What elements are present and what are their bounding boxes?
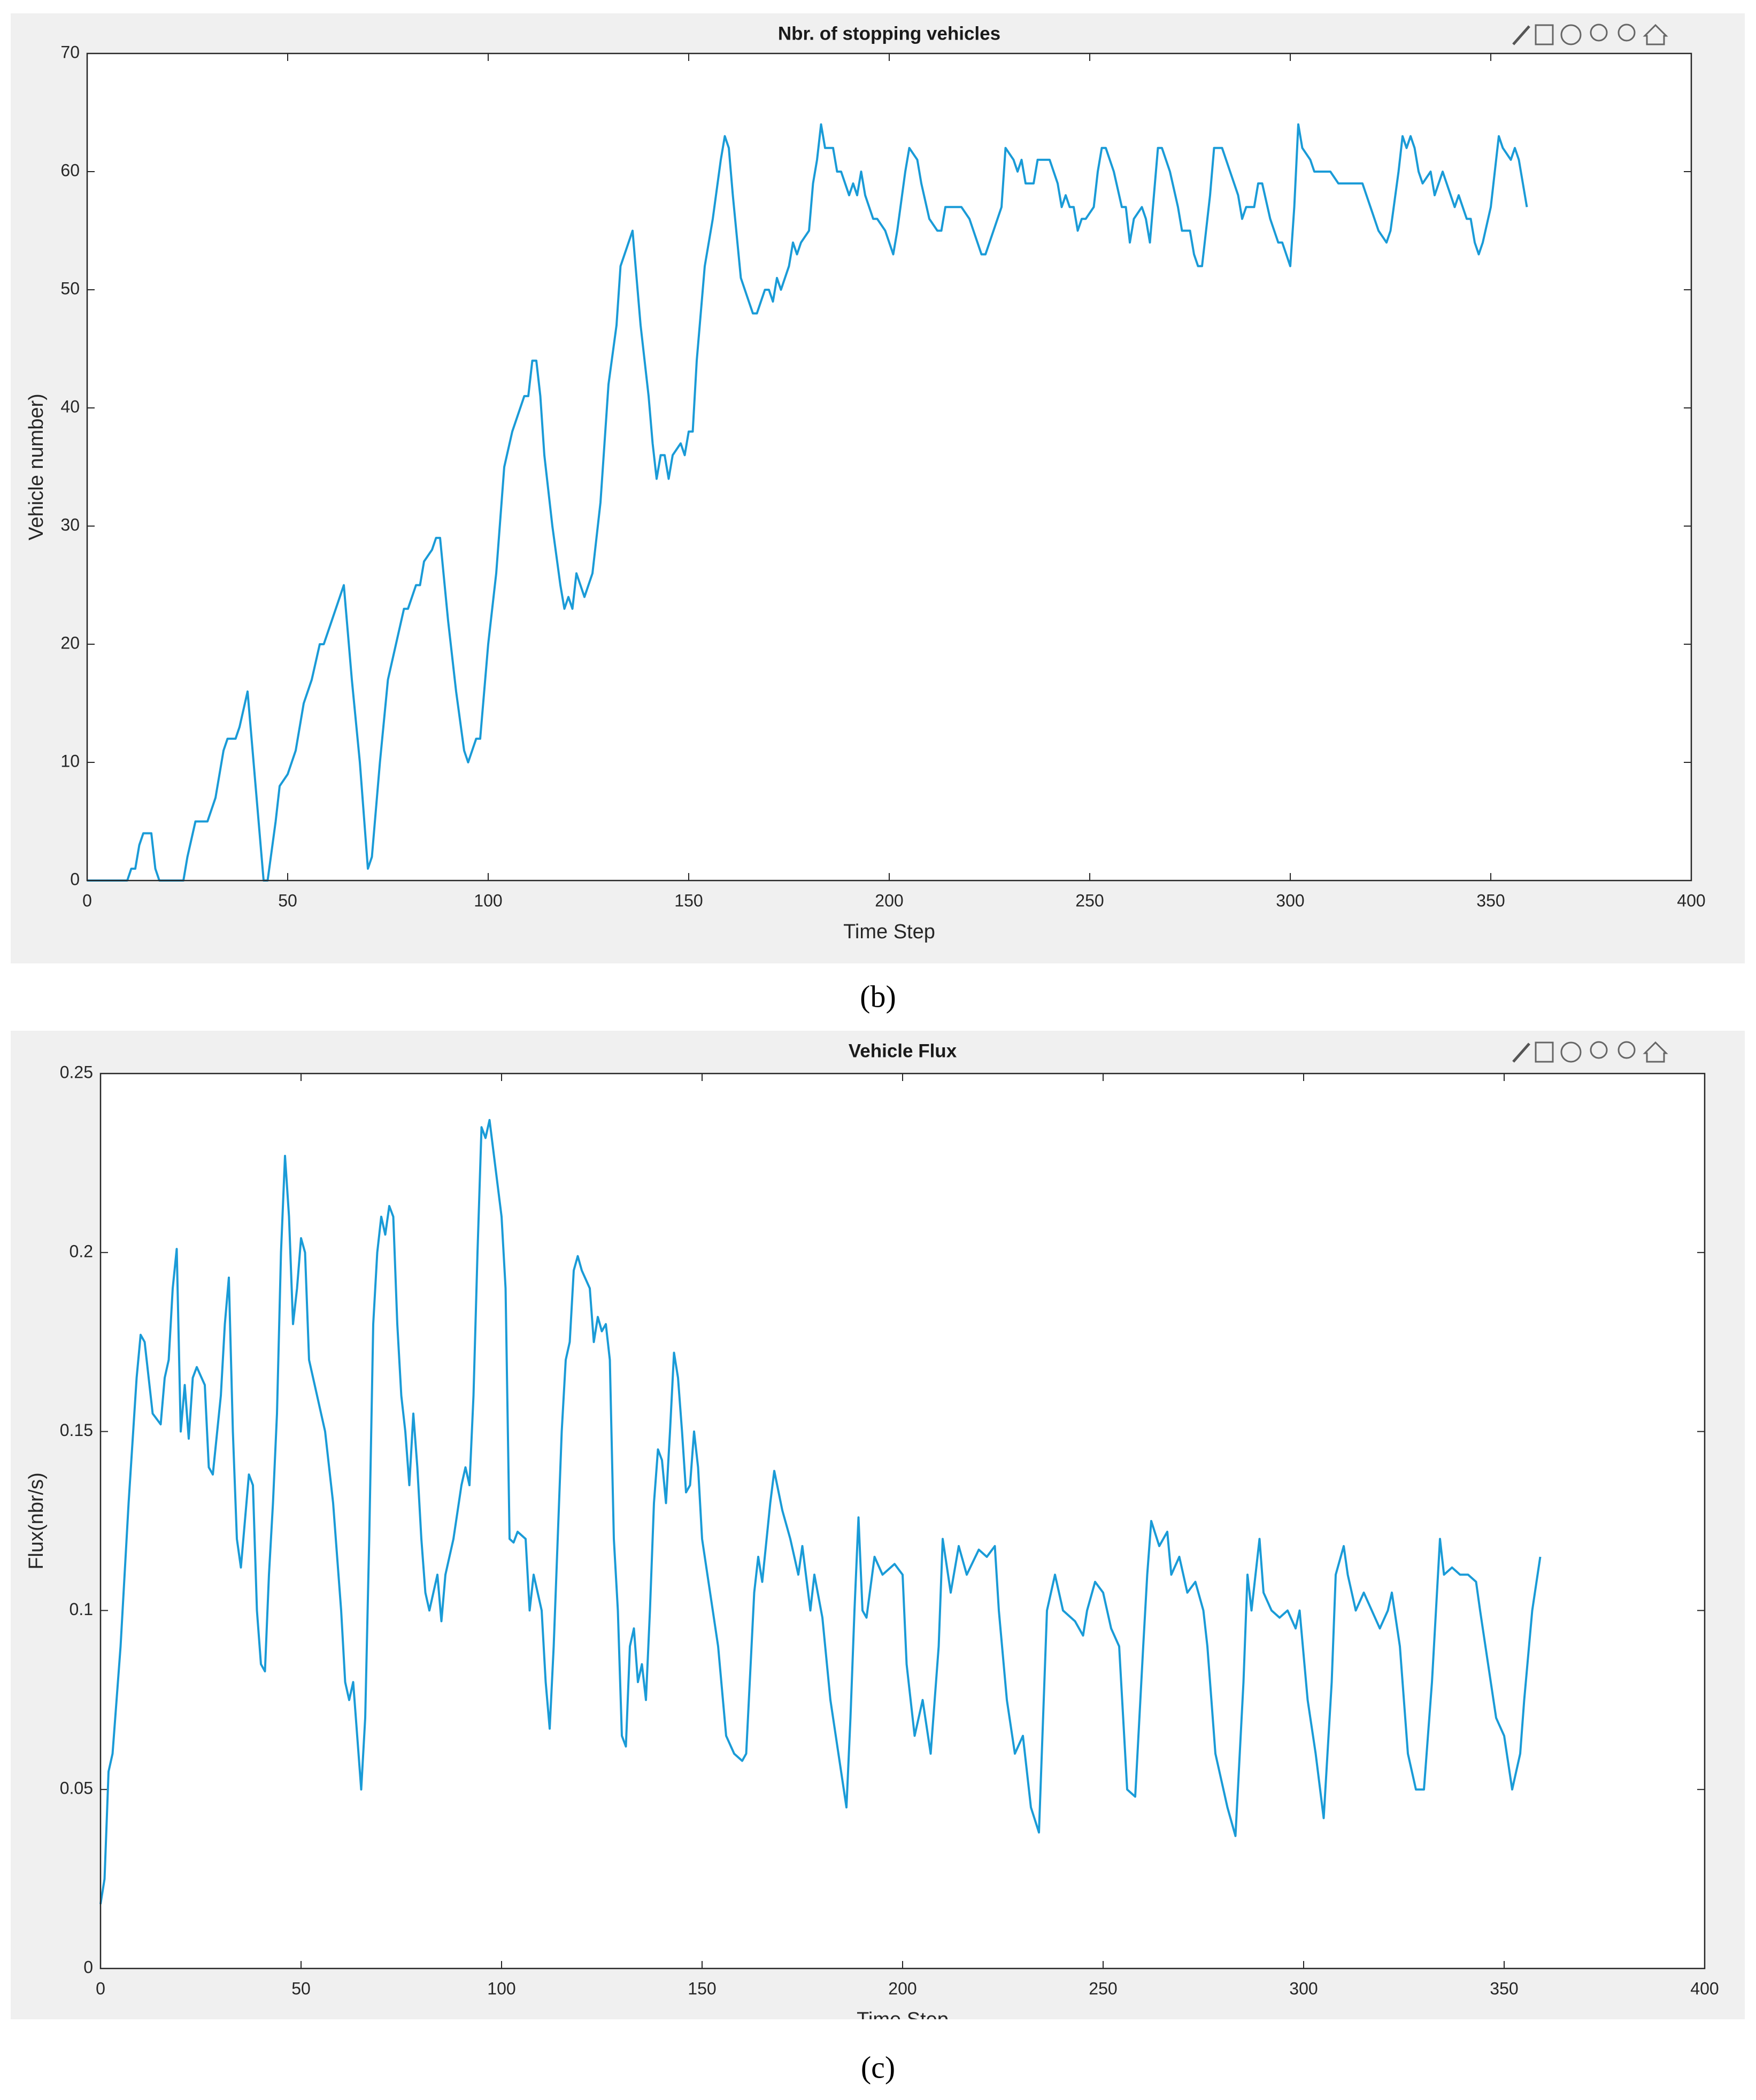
- x-tick-label: 150: [674, 891, 703, 910]
- y-tick-label: 0.1: [70, 1600, 93, 1619]
- x-tick-label: 400: [1677, 891, 1705, 910]
- y-tick-label: 50: [60, 279, 80, 298]
- x-tick-label: 100: [474, 891, 502, 910]
- y-tick-label: 60: [60, 160, 80, 180]
- toolbar: [1512, 24, 1668, 45]
- zoom-out-icon[interactable]: [1618, 1041, 1636, 1059]
- y-tick-label: 10: [60, 751, 80, 770]
- x-axis-label: Time Step: [857, 2009, 949, 2031]
- y-axis-label: Vehicle number): [25, 393, 48, 541]
- figure-caption: (b): [860, 979, 896, 1014]
- x-tick-label: 0: [82, 891, 92, 910]
- chart-panel: 0 50 100 150 200 250 300 350 400 0 10 20 30 40 50 60 70 N…: [11, 13, 1745, 963]
- y-tick-label: 0.15: [60, 1420, 93, 1440]
- x-tick-label: 200: [888, 1979, 916, 1998]
- x-tick-label: 300: [1276, 891, 1304, 910]
- y-tick-label: 0.25: [60, 1062, 93, 1082]
- x-tick-label: 300: [1289, 1979, 1318, 1998]
- x-tick-label: 400: [1690, 1979, 1719, 1998]
- axes-box: [86, 52, 1692, 882]
- data-line: [99, 1119, 1542, 1904]
- home-icon[interactable]: [1643, 1041, 1668, 1063]
- toolbar: [1512, 1041, 1668, 1063]
- x-tick-label: 250: [1075, 891, 1104, 910]
- zoom-in-icon[interactable]: [1590, 24, 1608, 42]
- x-tick-label: 200: [875, 891, 903, 910]
- axes-box: [99, 1072, 1706, 1970]
- zoom-out-icon[interactable]: [1618, 24, 1636, 42]
- y-tick-label: 0: [83, 1957, 93, 1977]
- home-icon[interactable]: [1643, 24, 1668, 45]
- x-axis-label: Time Step: [843, 921, 935, 943]
- chart-title: Vehicle Flux: [849, 1040, 957, 1061]
- brush-icon[interactable]: [1512, 25, 1530, 45]
- y-tick-label: 30: [60, 515, 80, 534]
- y-tick-label: 40: [60, 397, 80, 416]
- x-tick-label: 350: [1476, 891, 1505, 910]
- y-tick-label: 0.2: [70, 1241, 93, 1261]
- x-tick-label: 50: [278, 891, 297, 910]
- x-tick-label: 0: [96, 1979, 105, 1998]
- plot-area: [87, 53, 1691, 881]
- chart-title: Nbr. of stopping vehicles: [778, 23, 1000, 44]
- data-line: [87, 123, 1528, 882]
- y-tick-label: 70: [60, 42, 80, 61]
- chart-panel: 0 50 100 150 200 250 300 350 400 0 0.05 0.1 0.15 0.2 0…: [11, 1031, 1745, 2031]
- zoom-in-icon[interactable]: [1590, 1041, 1608, 1059]
- y-axis-label: Flux(nbr/s): [25, 1472, 48, 1570]
- figure-caption: (c): [861, 2050, 895, 2084]
- brush-icon[interactable]: [1512, 1043, 1530, 1063]
- x-tick-label: 250: [1089, 1979, 1117, 1998]
- datatip-icon[interactable]: [1535, 24, 1554, 45]
- plot-area: [101, 1074, 1705, 1968]
- x-tick-label: 100: [487, 1979, 515, 1998]
- y-tick-label: 0.05: [60, 1779, 93, 1798]
- pan-icon[interactable]: [1560, 24, 1582, 45]
- x-tick-label: 150: [688, 1979, 716, 1998]
- datatip-icon[interactable]: [1535, 1041, 1554, 1063]
- pan-icon[interactable]: [1560, 1041, 1582, 1063]
- x-tick-label: 350: [1490, 1979, 1518, 1998]
- y-tick-label: 0: [70, 869, 80, 889]
- y-tick-label: 20: [60, 633, 80, 652]
- x-tick-label: 50: [291, 1979, 311, 1998]
